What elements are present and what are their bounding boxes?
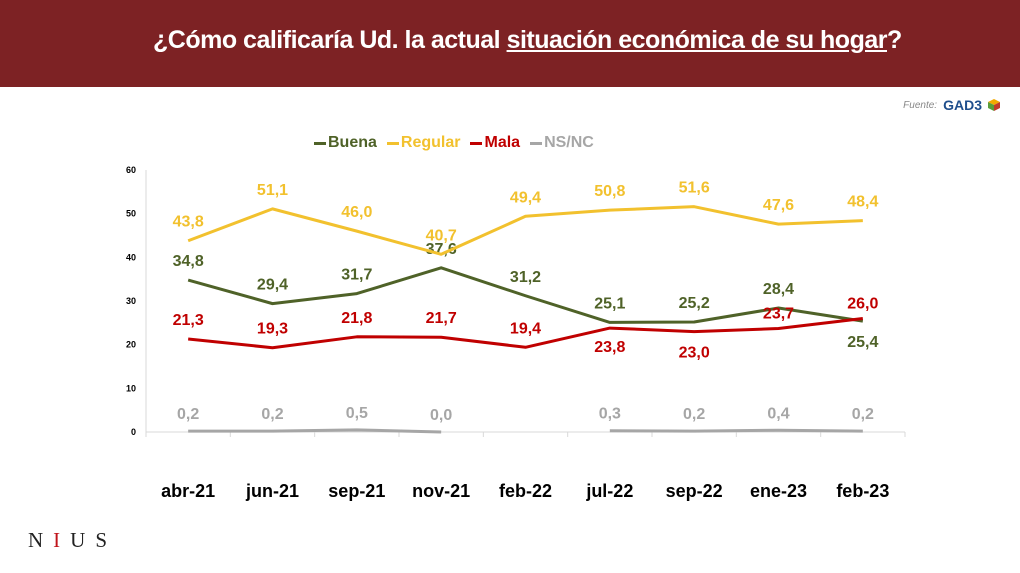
data-label: 21,8 <box>341 310 372 327</box>
x-tick-label: jun-21 <box>245 481 299 501</box>
legend-swatch <box>386 141 399 145</box>
data-label: 0,5 <box>346 405 368 422</box>
data-label: 28,4 <box>763 281 794 298</box>
y-tick-label: 10 <box>126 383 136 393</box>
legend-swatch <box>314 141 326 145</box>
data-label: 0,2 <box>261 406 283 423</box>
data-label: 47,6 <box>763 197 794 214</box>
data-label: 23,7 <box>763 306 794 323</box>
data-label: 0,4 <box>767 405 789 422</box>
title-text: ¿Cómo calificaría Ud. la actual <box>153 26 507 54</box>
series-line-regular <box>187 205 863 256</box>
x-tick-label: ene-23 <box>750 481 807 501</box>
data-label: 31,7 <box>341 267 372 284</box>
data-label: 21,3 <box>173 312 204 329</box>
data-label: 19,3 <box>257 321 288 338</box>
data-label: 29,4 <box>257 277 288 294</box>
x-tick-label: jul-22 <box>585 481 633 501</box>
data-label: 25,4 <box>847 334 878 351</box>
source: Fuente: GAD3 <box>903 97 1000 113</box>
data-label: 50,8 <box>594 183 625 200</box>
series-line-nsnc <box>188 428 863 434</box>
data-label: 26,0 <box>847 295 878 312</box>
series-line-buena <box>187 266 864 324</box>
legend: Buena Regular Mala NS/NC <box>314 134 594 152</box>
page-title: ¿Cómo calificaría Ud. la actual situació… <box>153 26 902 55</box>
data-label: 46,0 <box>341 204 372 221</box>
x-tick-label: feb-22 <box>499 481 552 501</box>
data-label: 31,2 <box>510 269 541 286</box>
series-line-mala <box>188 316 864 350</box>
legend-swatch <box>530 141 543 145</box>
data-label: 51,6 <box>679 180 710 197</box>
data-label: 51,1 <box>257 182 288 199</box>
legend-item: Buena <box>314 134 377 152</box>
data-label: 0,3 <box>599 406 621 423</box>
y-tick-label: 0 <box>131 427 136 437</box>
source-label: Fuente: <box>903 99 938 111</box>
title-underlined: situación económica de su hogar <box>506 26 888 54</box>
title-end: ? <box>887 26 902 54</box>
data-label: 0,2 <box>852 406 874 423</box>
y-tick-label: 40 <box>126 252 136 262</box>
data-label: 0,0 <box>430 407 452 424</box>
x-tick-label: abr-21 <box>161 481 215 501</box>
data-label: 40,7 <box>426 227 457 244</box>
legend-label: Buena <box>328 134 377 151</box>
y-tick-label: 20 <box>126 340 136 350</box>
x-tick-label: sep-22 <box>666 481 723 501</box>
x-tick-label: nov-21 <box>412 481 470 501</box>
header-banner: ¿Cómo calificaría Ud. la actual situació… <box>0 0 1020 87</box>
data-label: 25,2 <box>679 295 710 312</box>
cube-icon <box>988 99 1000 111</box>
data-label: 34,8 <box>173 253 204 270</box>
legend-item: Mala <box>470 134 520 152</box>
data-label: 0,2 <box>177 406 199 423</box>
legend-label: NS/NC <box>544 134 594 151</box>
gad3-logo: GAD3 <box>943 97 982 113</box>
legend-label: Regular <box>400 134 461 151</box>
data-label: 49,4 <box>510 189 541 206</box>
y-tick-label: 50 <box>126 209 136 219</box>
y-tick-label: 60 <box>126 165 136 175</box>
data-label: 19,4 <box>510 320 541 337</box>
data-label: 48,4 <box>847 194 878 211</box>
legend-item: NS/NC <box>530 134 594 152</box>
legend-item: Regular <box>386 134 461 152</box>
legend-label: Mala <box>484 134 521 151</box>
legend-swatch <box>470 141 483 145</box>
data-label: 23,8 <box>594 339 625 356</box>
data-label: 43,8 <box>173 214 204 231</box>
data-label: 0,2 <box>683 406 705 423</box>
nius-logo: NIUS <box>28 528 118 552</box>
y-tick-label: 30 <box>126 296 136 306</box>
x-tick-label: feb-23 <box>836 481 889 501</box>
data-label: 25,1 <box>594 295 625 312</box>
data-label: 21,7 <box>426 310 457 327</box>
data-label: 23,0 <box>679 345 710 362</box>
x-tick-label: sep-21 <box>328 481 385 501</box>
